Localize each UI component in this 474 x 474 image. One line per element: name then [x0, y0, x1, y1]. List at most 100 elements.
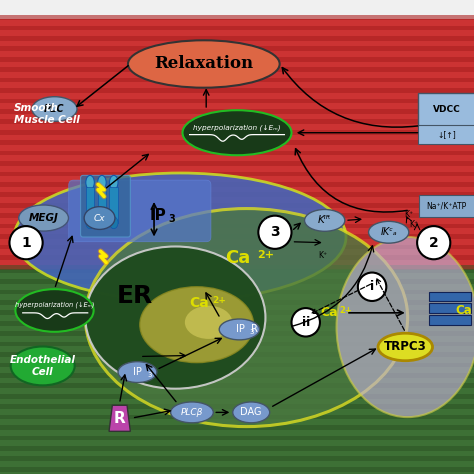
Ellipse shape	[140, 287, 254, 363]
Bar	[0, 383, 474, 388]
Circle shape	[292, 308, 320, 337]
Text: R: R	[251, 324, 258, 335]
Ellipse shape	[171, 402, 213, 423]
Ellipse shape	[86, 175, 94, 190]
Bar	[0, 342, 474, 346]
Bar	[0, 88, 474, 93]
Bar	[0, 425, 474, 430]
Bar	[0, 363, 474, 367]
Bar	[0, 192, 474, 197]
Text: 3: 3	[270, 225, 280, 239]
Text: R: R	[114, 410, 125, 426]
Text: IP: IP	[149, 208, 166, 223]
Text: 1: 1	[21, 236, 31, 250]
Circle shape	[417, 226, 450, 259]
Bar	[0, 119, 474, 124]
Bar	[0, 446, 474, 451]
FancyBboxPatch shape	[418, 93, 474, 127]
Bar	[0, 19, 474, 275]
Text: VDCC: VDCC	[433, 106, 460, 114]
Bar	[0, 234, 474, 239]
Bar	[429, 292, 471, 301]
Ellipse shape	[185, 306, 232, 339]
Bar	[0, 321, 474, 326]
Ellipse shape	[15, 289, 94, 332]
Text: Ca: Ca	[190, 296, 210, 310]
Text: 2+: 2+	[212, 297, 226, 305]
Text: 3: 3	[249, 329, 254, 335]
Ellipse shape	[219, 319, 259, 340]
Ellipse shape	[18, 205, 68, 231]
Bar	[0, 99, 474, 103]
Bar	[109, 187, 118, 223]
Text: Cx: Cx	[94, 214, 105, 222]
Bar	[0, 310, 474, 315]
FancyBboxPatch shape	[69, 180, 211, 242]
Ellipse shape	[85, 246, 265, 389]
Bar	[0, 203, 474, 208]
Text: i: i	[370, 280, 374, 293]
Bar	[98, 187, 106, 223]
Bar	[0, 224, 474, 228]
Bar	[0, 0, 474, 19]
Bar	[0, 130, 474, 135]
Ellipse shape	[182, 110, 292, 155]
Bar	[0, 15, 474, 20]
Ellipse shape	[128, 40, 280, 88]
Bar	[0, 269, 474, 273]
Ellipse shape	[109, 217, 118, 229]
Text: PLC: PLC	[44, 104, 65, 114]
Text: IKᶜₐ: IKᶜₐ	[380, 227, 397, 237]
FancyBboxPatch shape	[419, 195, 474, 217]
Text: Endothelial
Cell: Endothelial Cell	[10, 355, 75, 377]
Bar	[0, 172, 474, 176]
Bar	[0, 182, 474, 187]
Bar	[0, 265, 474, 474]
Text: K⁺: K⁺	[318, 251, 327, 259]
Circle shape	[258, 216, 292, 249]
FancyBboxPatch shape	[418, 125, 474, 144]
Text: ii: ii	[301, 316, 310, 329]
FancyBboxPatch shape	[81, 175, 130, 237]
Ellipse shape	[84, 207, 115, 229]
Bar	[0, 404, 474, 409]
Bar	[0, 436, 474, 440]
Bar	[0, 255, 474, 260]
Bar	[0, 290, 474, 294]
Bar	[0, 57, 474, 62]
Ellipse shape	[98, 175, 106, 190]
Text: 2+: 2+	[257, 250, 274, 260]
Bar	[86, 187, 94, 223]
Bar	[0, 161, 474, 166]
Text: Na⁺/K⁺ATP: Na⁺/K⁺ATP	[427, 201, 466, 210]
Bar	[0, 151, 474, 155]
Text: 2+: 2+	[339, 306, 352, 315]
Text: Ca: Ca	[455, 304, 472, 317]
Bar	[0, 394, 474, 399]
Bar	[0, 331, 474, 336]
Bar	[0, 46, 474, 51]
Bar	[0, 373, 474, 378]
Text: PLCβ: PLCβ	[181, 408, 203, 417]
Bar	[0, 467, 474, 472]
Text: ER: ER	[117, 284, 153, 308]
Ellipse shape	[32, 97, 77, 121]
Text: 3: 3	[168, 214, 175, 225]
Bar	[0, 279, 474, 284]
Bar	[429, 303, 471, 313]
Text: IP: IP	[133, 367, 142, 377]
Bar	[0, 140, 474, 145]
Bar	[0, 78, 474, 82]
Text: MEGJ: MEGJ	[28, 213, 59, 223]
Bar	[0, 109, 474, 114]
Ellipse shape	[118, 362, 157, 383]
Ellipse shape	[109, 175, 118, 190]
Text: DAG: DAG	[240, 407, 262, 418]
Text: IP: IP	[236, 324, 245, 335]
Bar	[0, 415, 474, 419]
Bar	[0, 67, 474, 72]
Ellipse shape	[14, 173, 346, 301]
Circle shape	[9, 226, 43, 259]
Ellipse shape	[304, 210, 345, 231]
Ellipse shape	[337, 237, 474, 417]
